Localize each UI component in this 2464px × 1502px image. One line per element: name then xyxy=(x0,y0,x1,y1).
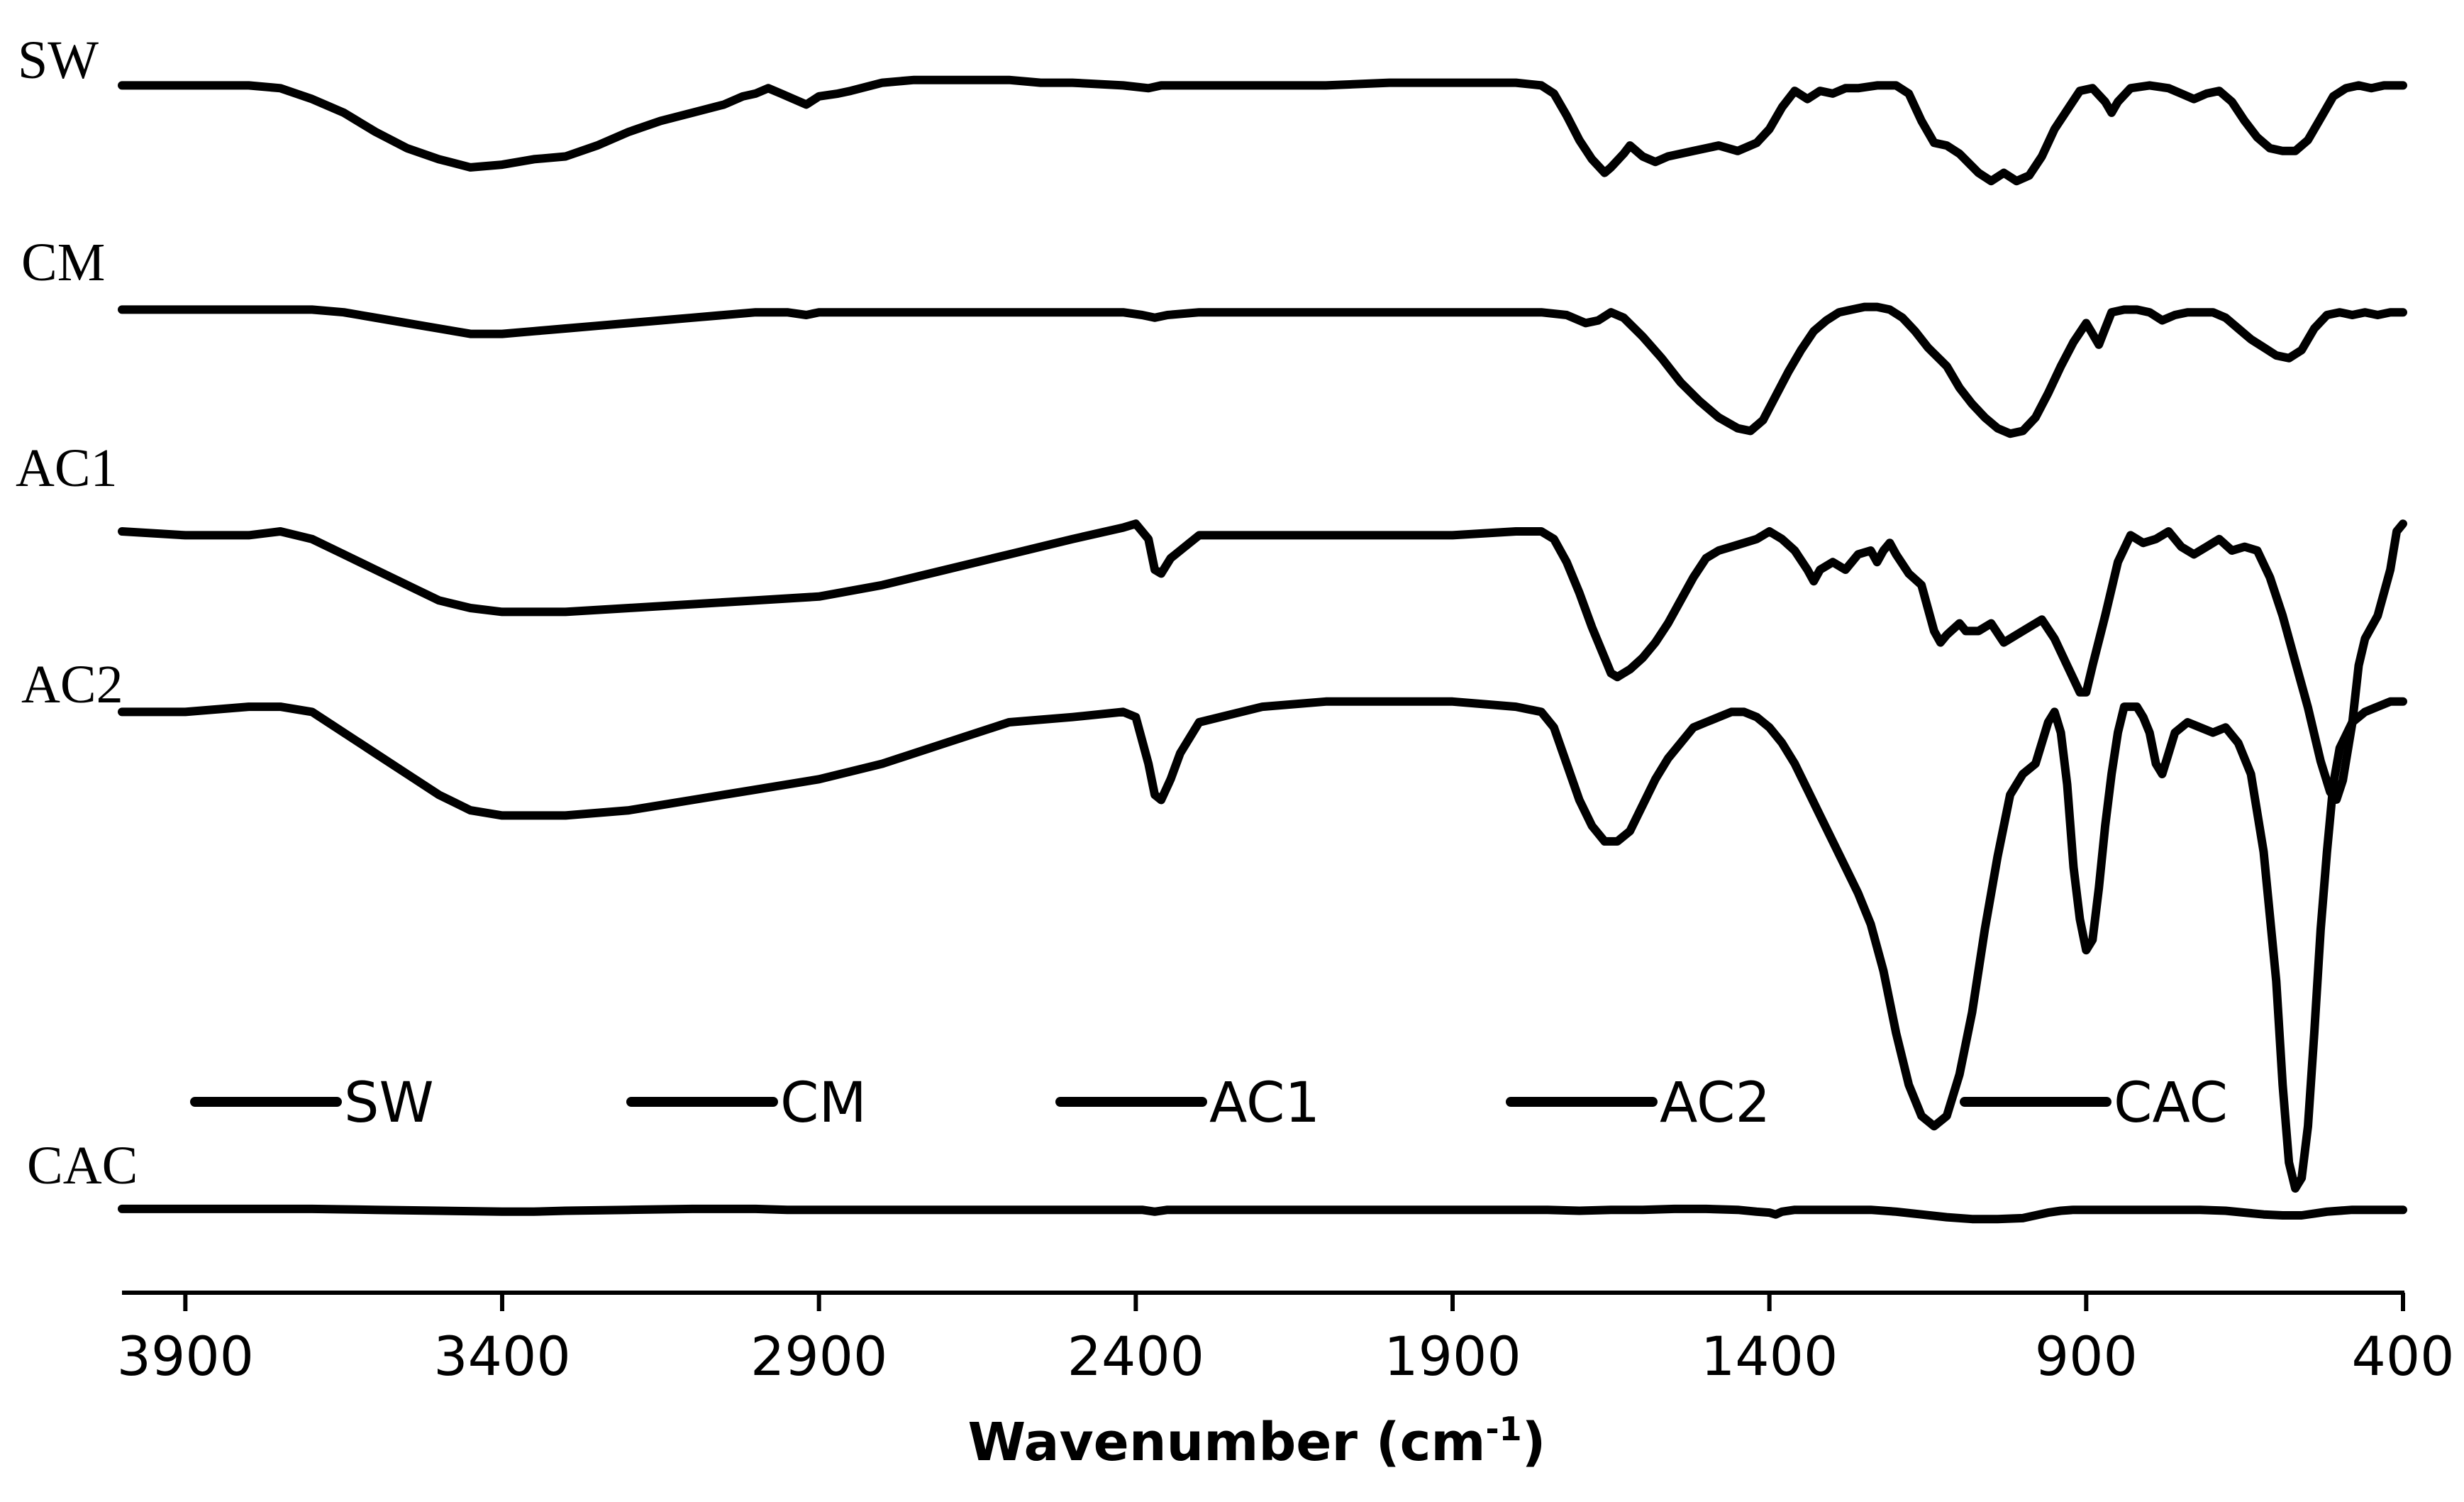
trace-cac xyxy=(118,1204,2407,1224)
legend-label-cm: CM xyxy=(780,1071,867,1135)
legend: SW CM AC1 AC2 CAC xyxy=(190,1071,2228,1135)
trace-sw xyxy=(118,75,2407,186)
x-tick-label-900: 900 xyxy=(2035,1325,2138,1388)
trace-ac1 xyxy=(118,519,2407,804)
x-axis-title-end: ) xyxy=(1522,1412,1546,1473)
x-axis-title-main: Wavenumber (cm xyxy=(968,1412,1486,1473)
legend-label-ac1: AC1 xyxy=(1209,1071,1320,1135)
series-labels: SW CM AC1 AC2 CAC xyxy=(16,31,138,1195)
legend-label-ac2: AC2 xyxy=(1660,1071,1770,1135)
x-tick-label-2900: 2900 xyxy=(750,1325,887,1388)
trace-ac2 xyxy=(118,697,2407,1193)
x-tick-label-1900: 1900 xyxy=(1384,1325,1521,1388)
x-axis-ticks: 3900 3400 2900 2400 1900 1400 900 400 xyxy=(117,1293,2455,1388)
series-label-cac: CAC xyxy=(27,1136,138,1195)
series-label-ac1: AC1 xyxy=(16,438,118,498)
x-tick-label-3400: 3400 xyxy=(433,1325,570,1388)
series-label-cm: CM xyxy=(21,233,105,292)
x-tick-label-2400: 2400 xyxy=(1067,1325,1204,1388)
x-axis-title: Wavenumber (cm-1) xyxy=(968,1410,1546,1473)
series-label-sw: SW xyxy=(18,31,99,90)
legend-label-cac: CAC xyxy=(2114,1071,2228,1135)
x-tick-label-3900: 3900 xyxy=(117,1325,254,1388)
series-label-ac2: AC2 xyxy=(21,655,123,714)
x-axis: 3900 3400 2900 2400 1900 1400 900 400 Wavenumbe… xyxy=(117,1291,2455,1473)
x-tick-label-400: 400 xyxy=(2351,1325,2454,1388)
x-tick-label-1400: 1400 xyxy=(1701,1325,1838,1388)
x-axis-title-superscript: -1 xyxy=(1486,1410,1522,1448)
spectra-traces xyxy=(118,75,2407,1224)
legend-label-sw: SW xyxy=(344,1071,434,1135)
trace-cm xyxy=(118,302,2407,438)
